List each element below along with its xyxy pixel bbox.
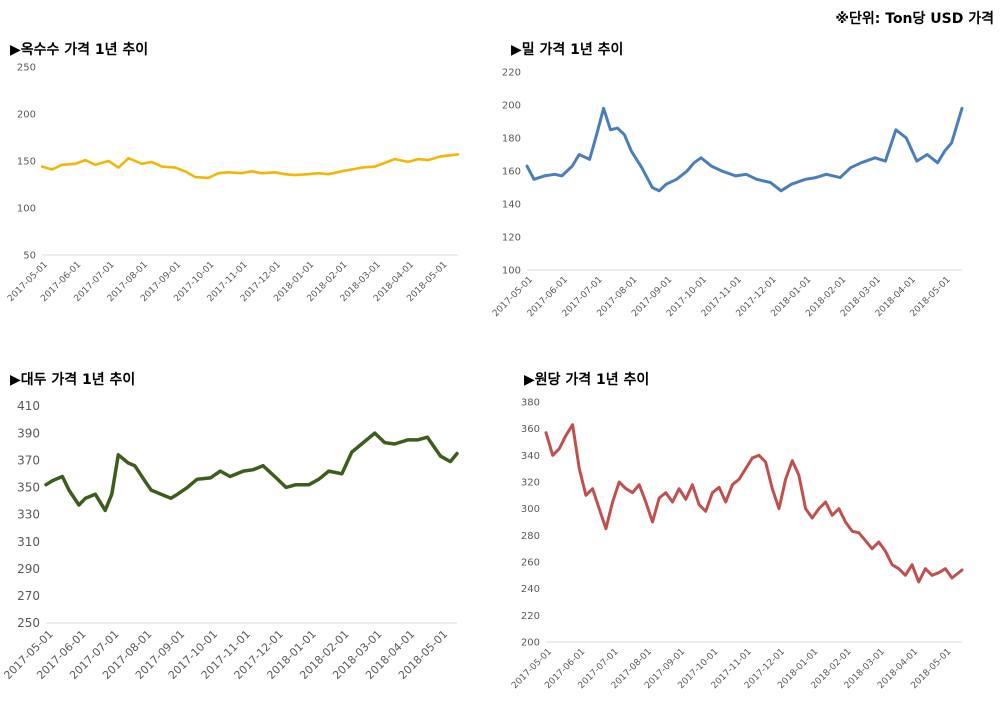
soybean-chart: 2502702903103303503703904102017-05-01201… [1, 399, 459, 682]
sugar-y-tick-label: 220 [521, 611, 540, 622]
sugar-chart-title: ▶원당 가격 1년 추이 [524, 372, 650, 388]
sugar-y-tick-label: 340 [521, 451, 540, 462]
sugar-y-tick-label: 240 [521, 584, 540, 595]
sugar-series-line [544, 423, 964, 584]
sugar-y-tick-label: 200 [521, 638, 540, 649]
wheat-y-tick-label: 120 [502, 233, 521, 244]
corn-chart-title: ▶옥수수 가격 1년 추이 [10, 42, 149, 58]
soybean-y-tick-label: 270 [17, 589, 40, 603]
wheat-y-tick-label: 220 [502, 68, 521, 79]
wheat-chart-title: ▶밀 가격 1년 추이 [511, 42, 624, 58]
sugar-y-tick-label: 320 [521, 478, 540, 489]
corn-y-tick-label: 200 [17, 110, 36, 121]
soybean-y-tick-label: 310 [17, 535, 40, 549]
soybean-y-tick-label: 390 [17, 426, 40, 440]
soybean-y-tick-label: 410 [17, 399, 40, 413]
wheat-chart: 1001201401601802002202017-05-012017-06-0… [491, 68, 964, 319]
wheat-y-tick-label: 200 [502, 101, 521, 112]
soybean-y-tick-label: 370 [17, 453, 40, 467]
soybean-series-line [44, 431, 459, 513]
corn-y-tick-label: 150 [17, 157, 36, 168]
sugar-y-tick-label: 260 [521, 558, 540, 569]
wheat-series-line [525, 106, 964, 193]
soybean-y-tick-label: 290 [17, 562, 40, 576]
sugar-chart: 2002202402602803003203403603802017-05-01… [510, 398, 964, 691]
soybean-y-tick-label: 350 [17, 481, 40, 495]
wheat-y-tick-label: 140 [502, 200, 521, 211]
wheat-y-tick-label: 180 [502, 134, 521, 145]
unit-note: ※단위: Ton당 USD 가격 [835, 11, 994, 27]
sugar-y-tick-label: 360 [521, 424, 540, 435]
soybean-y-tick-label: 250 [17, 616, 40, 630]
corn-y-tick-label: 250 [17, 63, 36, 74]
corn-chart: 501001502002502017-05-012017-06-012017-0… [6, 63, 460, 304]
wheat-y-tick-label: 160 [502, 167, 521, 178]
soybean-chart-title: ▶대두 가격 1년 추이 [10, 372, 136, 388]
corn-y-tick-label: 50 [23, 251, 36, 262]
sugar-y-tick-label: 380 [521, 398, 540, 409]
corn-y-tick-label: 100 [17, 204, 36, 215]
sugar-y-tick-label: 280 [521, 531, 540, 542]
corn-series-line [40, 153, 460, 180]
soybean-y-tick-label: 330 [17, 508, 40, 522]
wheat-y-tick-label: 100 [502, 266, 521, 277]
sugar-y-tick-label: 300 [521, 504, 540, 515]
